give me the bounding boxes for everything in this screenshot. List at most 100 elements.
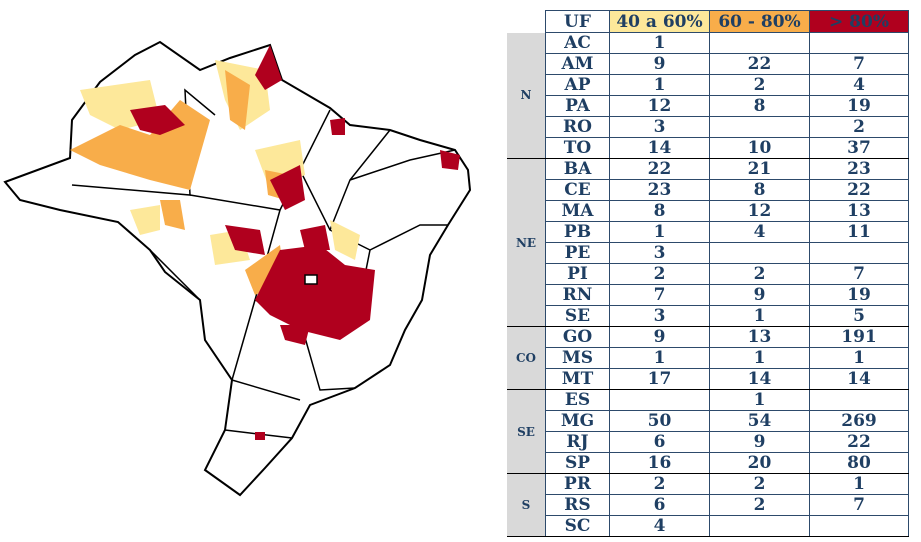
uf-cell: MG	[545, 410, 610, 432]
value-40-60: 12	[609, 95, 710, 117]
value-40-60: 23	[609, 179, 710, 201]
value-40-60: 14	[609, 137, 710, 159]
value-60-80: 1	[709, 347, 810, 369]
value-above-80	[809, 32, 909, 54]
table-row: PA 12 8 19	[507, 95, 909, 117]
uf-cell: CE	[545, 179, 610, 201]
value-40-60: 3	[609, 305, 710, 327]
value-40-60: 17	[609, 368, 710, 390]
value-above-80	[809, 242, 909, 264]
table-row: CE 23 8 22	[507, 179, 909, 201]
value-60-80: 2	[709, 473, 810, 495]
value-40-60: 1	[609, 221, 710, 243]
value-60-80: 9	[709, 431, 810, 453]
value-60-80: 22	[709, 53, 810, 75]
value-above-80: 1	[809, 473, 909, 495]
value-above-80: 37	[809, 137, 909, 159]
value-40-60	[609, 389, 710, 411]
region-label: NE	[507, 158, 546, 327]
uf-cell: PE	[545, 242, 610, 264]
value-above-80	[809, 515, 909, 537]
value-60-80	[709, 116, 810, 138]
table-row: SE ES 1	[507, 389, 909, 474]
value-60-80: 12	[709, 200, 810, 222]
value-60-80: 1	[709, 305, 810, 327]
value-above-80: 7	[809, 53, 909, 75]
value-60-80: 2	[709, 74, 810, 96]
value-40-60: 2	[609, 263, 710, 285]
region-label: N	[507, 32, 546, 159]
value-above-80: 191	[809, 326, 909, 348]
uf-cell: MT	[545, 368, 610, 390]
value-40-60: 9	[609, 53, 710, 75]
value-40-60: 8	[609, 200, 710, 222]
value-60-80: 4	[709, 221, 810, 243]
federal-district	[304, 274, 318, 285]
uf-cell: PR	[545, 473, 610, 495]
header-above-80: > 80%	[809, 10, 909, 33]
region-label: S	[507, 473, 546, 537]
table-row: AP 1 2 4	[507, 74, 909, 96]
table-row: TO 14 10 37	[507, 137, 909, 159]
uf-cell: PB	[545, 221, 610, 243]
value-60-80	[709, 515, 810, 537]
header-40-60: 40 a 60%	[609, 10, 710, 33]
value-40-60: 2	[609, 473, 710, 495]
table-row: SP 16 20 80	[507, 452, 909, 474]
value-40-60: 6	[609, 494, 710, 516]
uf-cell: SC	[545, 515, 610, 537]
value-60-80: 2	[709, 494, 810, 516]
value-60-80: 1	[709, 389, 810, 411]
value-above-80: 22	[809, 179, 909, 201]
value-above-80: 5	[809, 305, 909, 327]
uf-cell: SP	[545, 452, 610, 474]
value-above-80: 2	[809, 116, 909, 138]
table-row: PI 2 2 7	[507, 263, 909, 285]
value-above-80: 23	[809, 158, 909, 180]
uf-cell: PI	[545, 263, 610, 285]
uf-cell: ES	[545, 389, 610, 411]
value-above-80: 14	[809, 368, 909, 390]
value-60-80: 10	[709, 137, 810, 159]
value-60-80: 8	[709, 95, 810, 117]
table-header: UF 40 a 60% 60 - 80% > 80%	[507, 10, 909, 33]
uf-cell: BA	[545, 158, 610, 180]
table-row: MT 17 14 14	[507, 368, 909, 390]
value-60-80	[709, 32, 810, 54]
value-above-80: 13	[809, 200, 909, 222]
value-40-60: 7	[609, 284, 710, 306]
uf-cell: RN	[545, 284, 610, 306]
value-60-80: 2	[709, 263, 810, 285]
uf-cell: RO	[545, 116, 610, 138]
uf-cell: TO	[545, 137, 610, 159]
table-row: S PR 2 2 1	[507, 473, 909, 537]
value-60-80: 14	[709, 368, 810, 390]
table-row: RS 6 2 7	[507, 494, 909, 516]
uf-cell: MA	[545, 200, 610, 222]
value-above-80: 22	[809, 431, 909, 453]
value-40-60: 22	[609, 158, 710, 180]
uf-cell: AC	[545, 32, 610, 54]
value-above-80: 1	[809, 347, 909, 369]
value-above-80: 7	[809, 494, 909, 516]
value-40-60: 16	[609, 452, 710, 474]
cases-table: UF 40 a 60% 60 - 80% > 80% N AC 1 AM 9 22 7 AP 1…	[507, 10, 909, 537]
value-40-60: 1	[609, 74, 710, 96]
value-60-80: 13	[709, 326, 810, 348]
value-above-80: 80	[809, 452, 909, 474]
value-above-80: 7	[809, 263, 909, 285]
table-row: PE 3	[507, 242, 909, 264]
table-row: N AC 1	[507, 32, 909, 159]
table-row: RN 7 9 19	[507, 284, 909, 306]
uf-cell: SE	[545, 305, 610, 327]
uf-cell: AP	[545, 74, 610, 96]
value-40-60: 3	[609, 242, 710, 264]
table-row: NE BA 22 21 23	[507, 158, 909, 327]
table-row: CO GO 9 13 191	[507, 326, 909, 390]
value-40-60: 6	[609, 431, 710, 453]
value-40-60: 1	[609, 347, 710, 369]
value-60-80: 9	[709, 284, 810, 306]
value-60-80: 20	[709, 452, 810, 474]
region-label: SE	[507, 389, 546, 474]
table-row: PB 1 4 11	[507, 221, 909, 243]
